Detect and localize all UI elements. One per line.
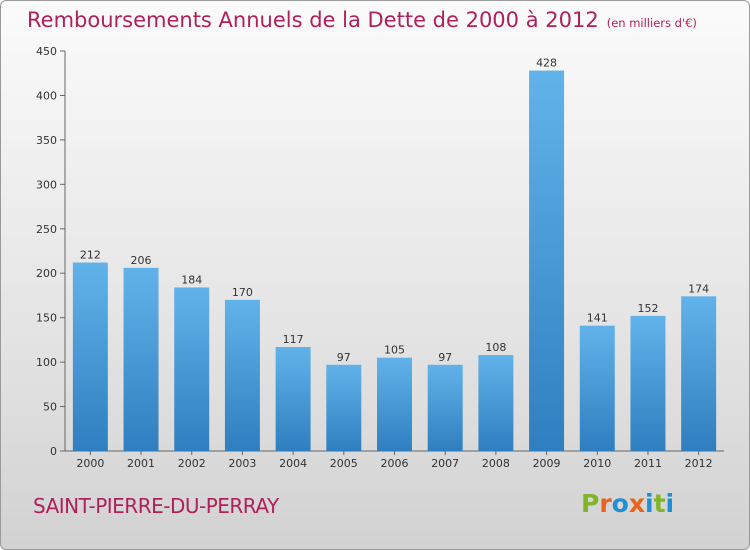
data-label-2008: 108 <box>485 341 506 354</box>
x-tick-label-2004: 2004 <box>279 457 307 470</box>
data-label-2000: 212 <box>80 249 101 262</box>
y-tick-label: 450 <box>36 45 57 58</box>
logo-letter: o <box>611 489 629 518</box>
x-tick-label-2011: 2011 <box>634 457 662 470</box>
data-label-2011: 152 <box>637 302 658 315</box>
data-label-2001: 206 <box>131 254 152 267</box>
y-tick-label: 0 <box>50 445 57 458</box>
y-tick-label: 400 <box>36 89 57 102</box>
bar-2003 <box>224 299 260 451</box>
x-tick-label-2001: 2001 <box>127 457 155 470</box>
y-tick-label: 150 <box>36 312 57 325</box>
bar-2011 <box>630 315 666 451</box>
bar-2002 <box>174 287 210 451</box>
proxiti-logo: Proxiti <box>581 489 674 518</box>
logo-letter: i <box>645 489 654 518</box>
y-tick-label: 100 <box>36 356 57 369</box>
x-tick-label-2008: 2008 <box>482 457 510 470</box>
x-tick-label-2006: 2006 <box>381 457 409 470</box>
chart-title: Remboursements Annuels de la Dette de 20… <box>27 8 599 32</box>
logo-letter: i <box>665 489 675 518</box>
logo-letter: P <box>581 489 600 518</box>
bar-2000 <box>72 262 108 451</box>
x-tick-label-2007: 2007 <box>431 457 459 470</box>
x-tick-label-2002: 2002 <box>178 457 206 470</box>
y-tick-label: 200 <box>36 267 57 280</box>
data-label-2002: 184 <box>181 273 202 286</box>
data-label-2012: 174 <box>688 282 709 295</box>
y-tick-label: 300 <box>36 178 57 191</box>
bar-2010 <box>579 325 615 451</box>
x-tick-label-2010: 2010 <box>583 457 611 470</box>
x-tick-label-2009: 2009 <box>533 457 561 470</box>
bar-2005 <box>326 364 362 451</box>
y-tick-label: 250 <box>36 223 57 236</box>
bar-2009 <box>529 70 565 452</box>
data-label-2010: 141 <box>587 312 608 325</box>
data-label-2005: 97 <box>337 351 351 364</box>
data-label-2003: 170 <box>232 286 253 299</box>
bar-2006 <box>377 357 412 451</box>
bar-2012 <box>681 296 717 451</box>
logo-letter: r <box>599 489 612 518</box>
bar-2004 <box>275 347 311 451</box>
logo-letter: x <box>628 489 645 518</box>
chart-subtitle: (en milliers d'€) <box>606 16 697 30</box>
data-label-2006: 105 <box>384 344 405 357</box>
bar-2007 <box>427 364 463 451</box>
commune-name: SAINT-PIERRE-DU-PERRAY <box>33 494 279 518</box>
data-label-2007: 97 <box>438 351 452 364</box>
x-tick-label-2003: 2003 <box>228 457 256 470</box>
data-label-2009: 428 <box>536 57 557 70</box>
x-tick-label-2012: 2012 <box>685 457 713 470</box>
x-tick-label-2000: 2000 <box>76 457 104 470</box>
y-tick-label: 50 <box>43 401 57 414</box>
bar-2001 <box>123 267 159 451</box>
title-row: Remboursements Annuels de la Dette de 20… <box>27 8 697 32</box>
y-tick-label: 350 <box>36 134 57 147</box>
bar-2008 <box>478 355 514 451</box>
logo-letter: t <box>653 489 666 518</box>
data-label-2004: 117 <box>283 333 304 346</box>
x-tick-label-2005: 2005 <box>330 457 358 470</box>
